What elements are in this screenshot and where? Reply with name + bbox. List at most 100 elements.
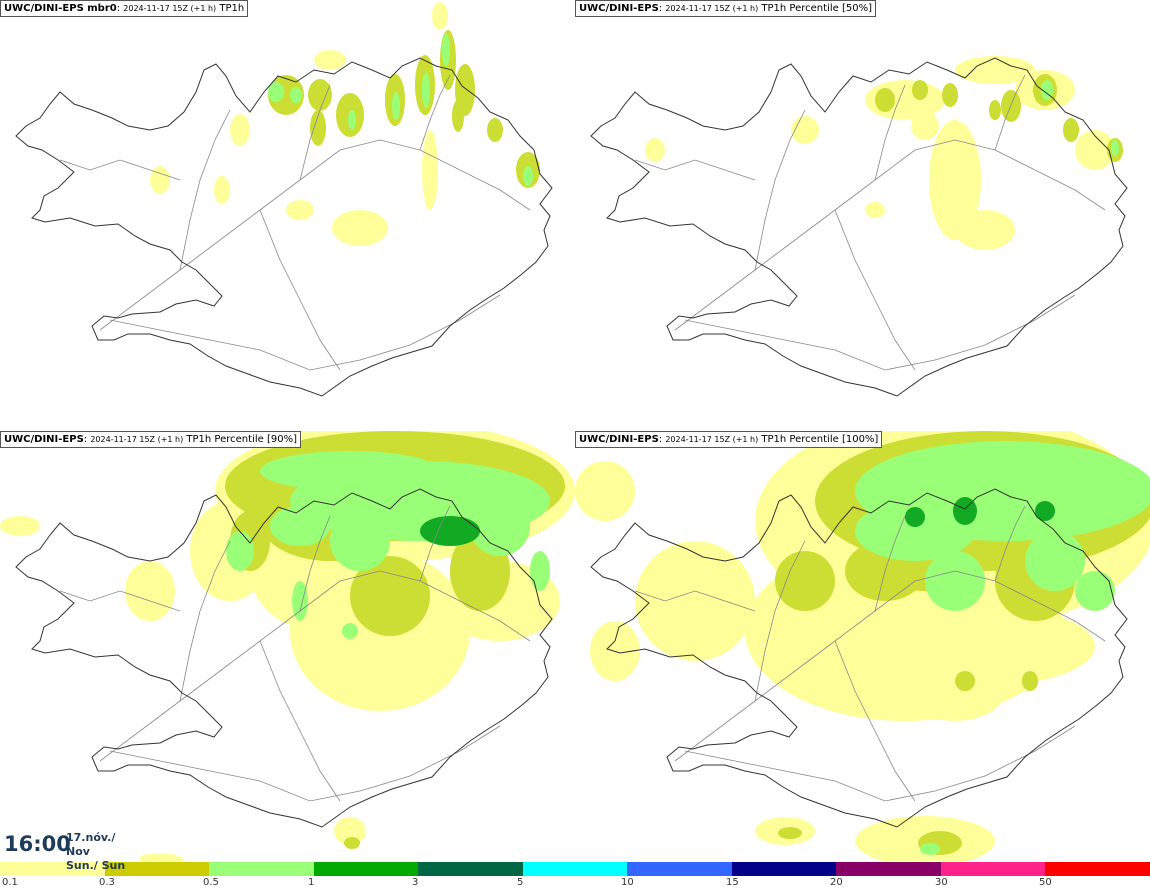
precip-area: [125, 561, 175, 621]
precip-area: [775, 551, 835, 611]
legend-label: 15: [726, 877, 739, 888]
road-line: [994, 505, 1026, 582]
precip-map: [15, 2, 553, 397]
road-line: [109, 294, 501, 371]
legend-swatch: [1045, 862, 1150, 876]
road-line: [674, 570, 1106, 762]
color-legend: 0.1 0.3 0.5 1 3 5 10 15 20 30 50: [0, 862, 1150, 891]
road-line: [834, 640, 916, 802]
precip-map: [0, 431, 575, 861]
precip-area: [645, 138, 665, 162]
road-line: [834, 209, 916, 371]
road-line: [109, 725, 501, 802]
precip-area: [778, 827, 802, 839]
legend-label: 30: [935, 877, 948, 888]
legend-label: 0.3: [99, 877, 115, 888]
road-line: [59, 159, 181, 181]
date-line-2: Sun./ Sun: [66, 859, 126, 872]
road-line: [299, 515, 331, 612]
precip-area: [929, 120, 981, 240]
legend-label: 50: [1039, 877, 1052, 888]
road-line: [179, 540, 231, 702]
legend-swatch: [209, 862, 314, 876]
precip-area: [0, 516, 40, 536]
run-time: 2024-11-17 15Z (+1 h): [665, 4, 759, 13]
run-time: 2024-11-17 15Z (+1 h): [665, 435, 759, 444]
precip-area: [290, 87, 302, 103]
precip-area: [286, 200, 314, 220]
road-line: [994, 74, 1026, 151]
precip-area: [1111, 140, 1119, 156]
precip-area: [530, 551, 550, 591]
precip-area: [635, 541, 755, 661]
precip-area: [942, 83, 958, 107]
legend-swatch: [0, 862, 105, 876]
road-line: [419, 74, 451, 151]
panel-title: UWC/DINI-EPS: 2024-11-17 15Z (+1 h) TP1h…: [0, 431, 301, 448]
legend-label: 0.5: [203, 877, 219, 888]
precip-area: [420, 516, 480, 546]
road-line: [179, 109, 231, 271]
legend-label: 5: [517, 877, 524, 888]
road-line: [634, 159, 756, 181]
precip-area: [350, 556, 430, 636]
precip-area: [214, 176, 230, 204]
road-line: [684, 725, 1076, 802]
map-panel-p50: UWC/DINI-EPS: 2024-11-17 15Z (+1 h) TP1h…: [575, 0, 1150, 430]
model-name: UWC/DINI-EPS: [579, 3, 659, 14]
precip-area: [1022, 671, 1038, 691]
precip-area: [308, 79, 332, 111]
precip-area: [1041, 80, 1053, 100]
road-line: [59, 590, 181, 612]
coastline: [590, 488, 1128, 828]
legend-color-bar: [0, 862, 1150, 876]
precip-area: [470, 496, 530, 556]
legend-swatch: [836, 862, 941, 876]
precip-area: [487, 118, 503, 142]
field-name: TP1h: [219, 3, 245, 14]
road-line: [754, 109, 806, 271]
run-time: 2024-11-17 15Z (+1 h): [123, 4, 217, 13]
model-name: UWC/DINI-EPS: [579, 434, 659, 445]
road-line: [754, 540, 806, 702]
road-line: [874, 515, 906, 612]
precip-area: [953, 497, 977, 525]
road-line: [299, 84, 331, 181]
valid-time: 16:00: [4, 832, 71, 856]
precip-area: [523, 166, 533, 186]
precip-area: [422, 130, 438, 210]
legend-label: 3: [412, 877, 419, 888]
road-line: [674, 139, 1106, 331]
road-line: [259, 209, 341, 371]
precip-area: [925, 551, 985, 611]
precip-area: [270, 506, 330, 546]
precip-area: [1075, 130, 1115, 170]
legend-swatch: [313, 862, 419, 876]
precip-area: [442, 34, 450, 66]
panel-title: UWC/DINI-EPS: 2024-11-17 15Z (+1 h) TP1h…: [575, 431, 883, 448]
precip-area: [1025, 531, 1085, 591]
precip-area: [865, 202, 885, 218]
precip-area: [855, 501, 975, 561]
precip-area: [1063, 118, 1079, 142]
precip-area: [452, 100, 464, 132]
coastline: [15, 57, 553, 397]
precip-area: [330, 511, 390, 571]
field-name: TP1h Percentile [90%]: [186, 434, 297, 445]
precip-area: [268, 82, 284, 102]
run-time: 2024-11-17 15Z (+1 h): [90, 435, 184, 444]
road-line: [634, 590, 756, 612]
road-line: [259, 640, 341, 802]
precip-area: [314, 50, 346, 70]
precip-area: [392, 92, 400, 120]
precip-area: [150, 166, 170, 194]
model-name: UWC/DINI-EPS: [4, 434, 84, 445]
legend-swatch: [418, 862, 523, 876]
panel-title: UWC/DINI-EPS: 2024-11-17 15Z (+1 h) TP1h…: [575, 0, 876, 17]
precip-map: [590, 56, 1128, 397]
precip-area: [912, 80, 928, 100]
precip-area: [905, 507, 925, 527]
valid-time-box: 16:00 17.nóv./ Nov Sun./ Sun: [0, 828, 140, 872]
road-line: [99, 139, 531, 331]
coastline: [590, 57, 1128, 397]
